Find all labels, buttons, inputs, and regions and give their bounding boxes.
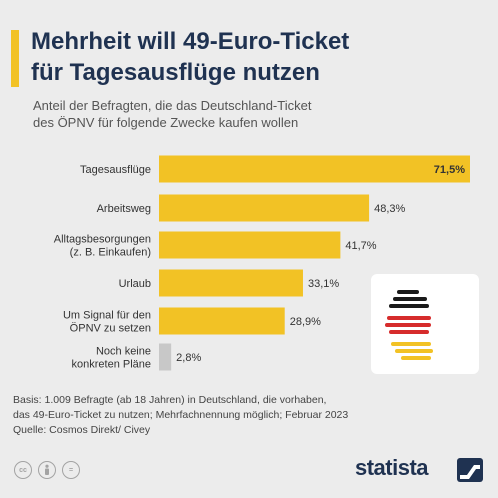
category-label-2-0: Alltagsbesorgungen	[54, 234, 151, 246]
chart-subtitle: Anteil der Befragten, die das Deutschlan…	[33, 97, 483, 131]
statista-logo-icon[interactable]	[457, 458, 483, 482]
footnote-basis-line-1: Basis: 1.009 Befragte (ab 18 Jahren) in …	[13, 394, 327, 406]
bar-5	[159, 343, 172, 371]
category-label-2-1: (z. B. Einkaufen)	[70, 247, 151, 259]
value-label-5: 2,8%	[176, 352, 201, 364]
flag-stripe-8	[401, 356, 431, 360]
footnote: Basis: 1.009 Befragte (ab 18 Jahren) in …	[13, 393, 483, 438]
flag-stripe-6	[391, 342, 431, 346]
license-icons: cc =	[14, 461, 80, 479]
bar-4	[159, 307, 285, 335]
bar-3	[159, 269, 303, 297]
flag-stripe-5	[389, 330, 429, 334]
category-label-5-0: Noch keine	[96, 346, 151, 358]
flag-stripe-1	[393, 297, 427, 301]
no-derivatives-icon[interactable]: =	[62, 461, 80, 479]
flag-stripe-3	[387, 316, 431, 320]
value-label-4: 28,9%	[290, 316, 321, 328]
category-label-4-0: Um Signal für den	[63, 310, 151, 322]
germany-map-icon	[385, 290, 433, 360]
attribution-icon[interactable]	[38, 461, 56, 479]
chart-title-line-2: für Tagesausflüge nutzen	[31, 59, 320, 86]
chart-subtitle-line-2: des ÖPNV für folgende Zwecke kaufen woll…	[33, 115, 299, 130]
bar-1	[159, 194, 370, 222]
flag-stripe-7	[395, 349, 433, 353]
germany-flag-card	[371, 274, 479, 374]
category-label-0-0: Tagesausflüge	[80, 164, 151, 176]
statista-logo-text[interactable]: statista	[355, 455, 429, 480]
category-label-5-1: konkreten Pläne	[72, 359, 152, 371]
flag-stripe-0	[397, 290, 419, 294]
value-label-1: 48,3%	[374, 203, 405, 215]
flag-stripe-4	[385, 323, 431, 327]
chart-title-line-1: Mehrheit will 49-Euro-Ticket	[31, 28, 350, 55]
footnote-source: Quelle: Cosmos Direkt/ Civey	[13, 424, 151, 436]
bar-0	[159, 155, 470, 183]
category-label-3-0: Urlaub	[119, 278, 151, 290]
person-icon	[45, 464, 49, 475]
title-accent-bar	[11, 30, 19, 87]
bar-2	[159, 231, 341, 259]
bar-chart: Tagesausflüge 71,5% Arbeitsweg 48,3% Alltags…	[54, 155, 470, 371]
value-label-0: 71,5%	[434, 164, 465, 176]
footnote-basis-line-2: das 49-Euro-Ticket zu nutzen; Mehrfachne…	[13, 409, 349, 421]
creative-commons-icon[interactable]: cc	[14, 461, 32, 479]
value-label-3: 33,1%	[308, 278, 339, 290]
chart-subtitle-line-1: Anteil der Befragten, die das Deutschlan…	[33, 98, 312, 113]
category-label-4-1: ÖPNV zu setzen	[70, 323, 151, 335]
flag-stripe-2	[389, 304, 429, 308]
chart-title: Mehrheit will 49-Euro-Ticket für Tagesau…	[31, 26, 491, 88]
value-label-2: 41,7%	[345, 240, 376, 252]
category-label-1-0: Arbeitsweg	[97, 203, 151, 215]
